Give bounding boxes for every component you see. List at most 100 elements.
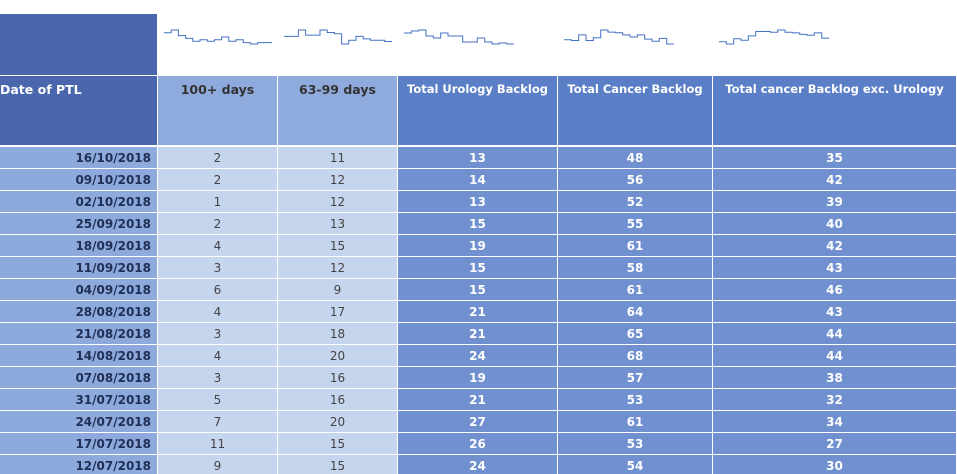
sparkline-path — [404, 29, 514, 45]
value-cell: 18 — [278, 323, 398, 345]
value-cell: 61 — [558, 411, 713, 433]
sparkline-path — [164, 29, 272, 45]
value-cell: 54 — [558, 455, 713, 474]
value-cell: 15 — [398, 257, 558, 279]
value-cell: 15 — [278, 455, 398, 474]
value-cell: 13 — [398, 191, 558, 213]
value-cell: 16 — [278, 389, 398, 411]
date-cell: 12/07/2018 — [0, 455, 158, 474]
value-cell: 56 — [558, 169, 713, 191]
value-cell: 2 — [158, 169, 278, 191]
date-cell: 24/07/2018 — [0, 411, 158, 433]
column-header: Date of PTL — [0, 76, 158, 146]
value-cell: 16 — [278, 367, 398, 389]
value-cell: 44 — [713, 323, 957, 345]
column-header: Total Cancer Backlog — [558, 76, 713, 146]
value-cell: 52 — [558, 191, 713, 213]
value-cell: 34 — [713, 411, 957, 433]
date-cell: 17/07/2018 — [0, 433, 158, 455]
value-cell: 27 — [398, 411, 558, 433]
date-cell: 18/09/2018 — [0, 235, 158, 257]
date-cell: 02/10/2018 — [0, 191, 158, 213]
value-cell: 19 — [398, 367, 558, 389]
value-cell: 21 — [398, 323, 558, 345]
value-cell: 20 — [278, 411, 398, 433]
date-cell: 16/10/2018 — [0, 147, 158, 169]
value-cell: 13 — [278, 213, 398, 235]
value-cell: 14 — [398, 169, 558, 191]
value-cell: 38 — [713, 367, 957, 389]
column-header: 63-99 days — [278, 76, 398, 146]
value-cell: 4 — [158, 301, 278, 323]
date-cell: 31/07/2018 — [0, 389, 158, 411]
value-cell: 15 — [398, 279, 558, 301]
value-cell: 39 — [713, 191, 957, 213]
value-cell: 5 — [158, 389, 278, 411]
date-cell: 28/08/2018 — [0, 301, 158, 323]
sparkline — [164, 29, 272, 45]
date-cell: 07/08/2018 — [0, 367, 158, 389]
value-cell: 20 — [278, 345, 398, 367]
column-header: Total cancer Backlog exc. Urology — [713, 76, 957, 146]
date-cell: 09/10/2018 — [0, 169, 158, 191]
date-cell: 04/09/2018 — [0, 279, 158, 301]
sparkline — [564, 29, 674, 45]
value-cell: 2 — [158, 147, 278, 169]
value-cell: 21 — [398, 389, 558, 411]
value-cell: 12 — [278, 191, 398, 213]
date-cell: 14/08/2018 — [0, 345, 158, 367]
value-cell: 68 — [558, 345, 713, 367]
value-cell: 65 — [558, 323, 713, 345]
value-cell: 43 — [713, 301, 957, 323]
sparkline — [404, 29, 514, 45]
value-cell: 55 — [558, 213, 713, 235]
value-cell: 11 — [158, 433, 278, 455]
value-cell: 24 — [398, 345, 558, 367]
value-cell: 35 — [713, 147, 957, 169]
value-cell: 2 — [158, 213, 278, 235]
value-cell: 12 — [278, 257, 398, 279]
value-cell: 4 — [158, 235, 278, 257]
value-cell: 9 — [278, 279, 398, 301]
value-cell: 27 — [713, 433, 957, 455]
date-cell: 21/08/2018 — [0, 323, 158, 345]
sparkline — [719, 29, 829, 45]
sparkline-path — [564, 29, 674, 45]
value-cell: 30 — [713, 455, 957, 474]
value-cell: 4 — [158, 345, 278, 367]
sparkline-path — [284, 29, 392, 45]
value-cell: 32 — [713, 389, 957, 411]
value-cell: 9 — [158, 455, 278, 474]
value-cell: 1 — [158, 191, 278, 213]
value-cell: 64 — [558, 301, 713, 323]
column-header: Total Urology Backlog — [398, 76, 558, 146]
value-cell: 7 — [158, 411, 278, 433]
value-cell: 48 — [558, 147, 713, 169]
value-cell: 42 — [713, 169, 957, 191]
value-cell: 15 — [278, 433, 398, 455]
value-cell: 12 — [278, 169, 398, 191]
value-cell: 6 — [158, 279, 278, 301]
value-cell: 3 — [158, 367, 278, 389]
value-cell: 26 — [398, 433, 558, 455]
value-cell: 40 — [713, 213, 957, 235]
value-cell: 44 — [713, 345, 957, 367]
value-cell: 3 — [158, 257, 278, 279]
value-cell: 46 — [713, 279, 957, 301]
value-cell: 53 — [558, 433, 713, 455]
value-cell: 21 — [398, 301, 558, 323]
sparkline — [284, 29, 392, 45]
date-cell: 25/09/2018 — [0, 213, 158, 235]
value-cell: 3 — [158, 323, 278, 345]
date-cell: 11/09/2018 — [0, 257, 158, 279]
value-cell: 15 — [278, 235, 398, 257]
value-cell: 61 — [558, 235, 713, 257]
value-cell: 61 — [558, 279, 713, 301]
value-cell: 57 — [558, 367, 713, 389]
value-cell: 53 — [558, 389, 713, 411]
value-cell: 15 — [398, 213, 558, 235]
value-cell: 42 — [713, 235, 957, 257]
column-header: 100+ days — [158, 76, 278, 146]
sparkline-path — [719, 29, 829, 45]
